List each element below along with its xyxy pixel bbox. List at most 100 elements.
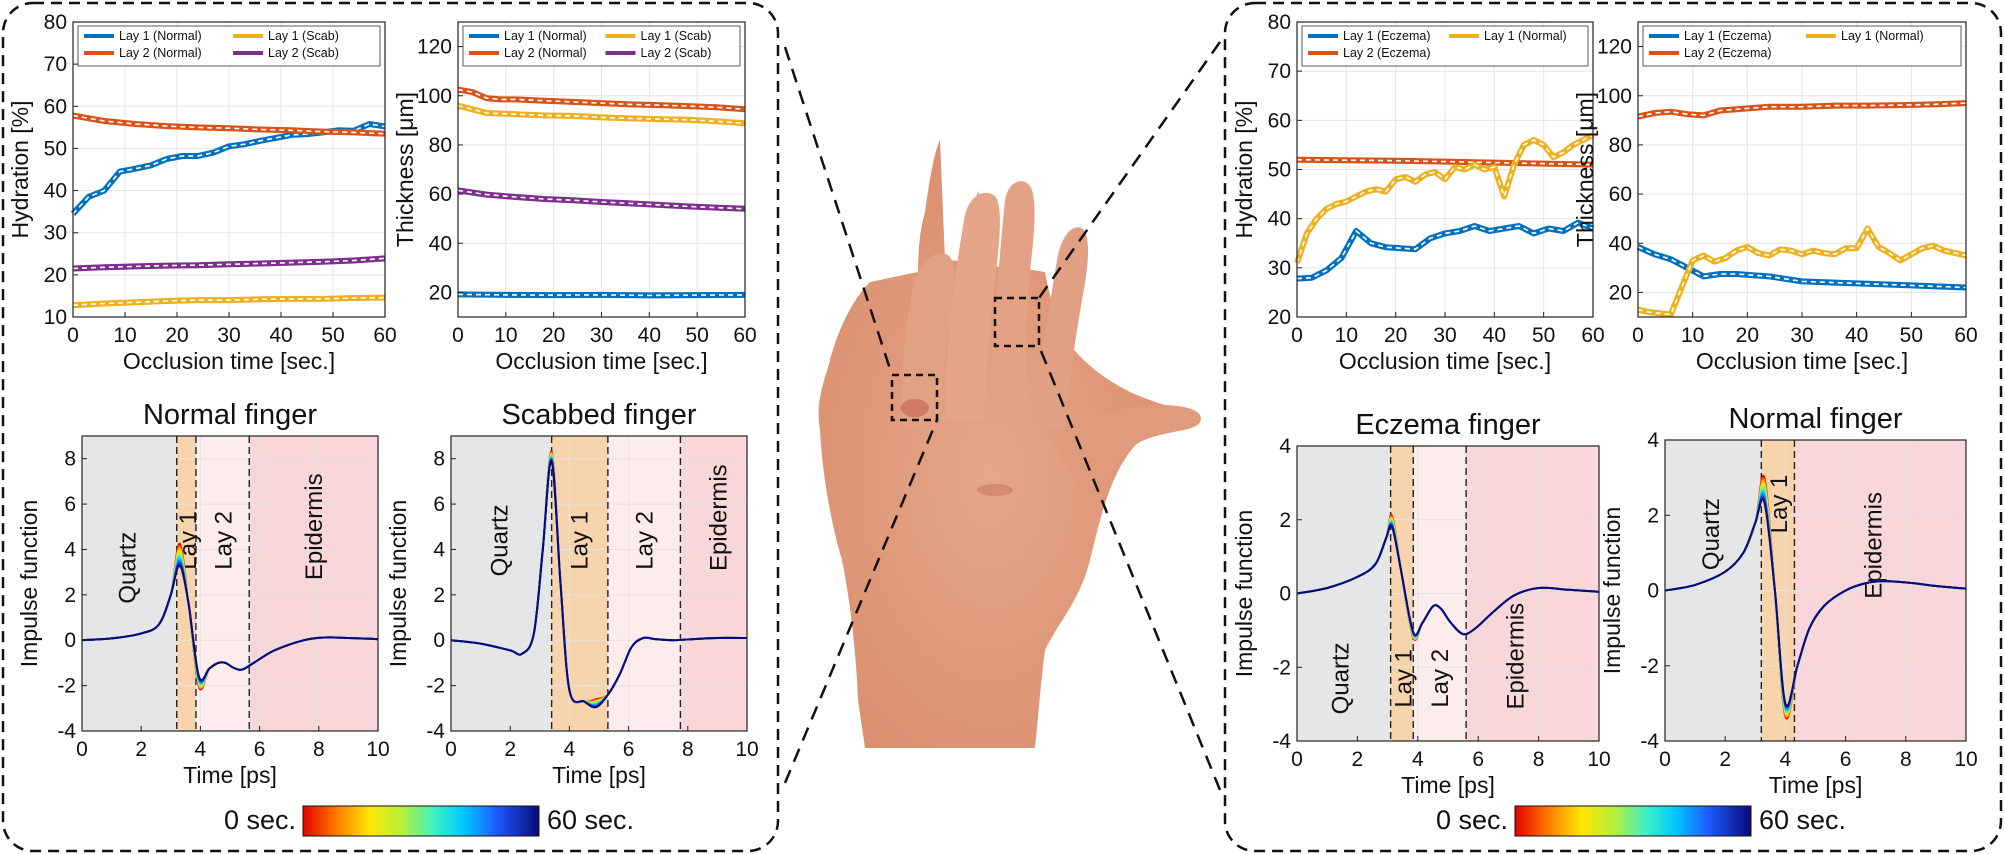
series-line-dash — [1637, 226, 1967, 316]
region-shade — [82, 436, 177, 731]
legend-entry: Lay 1 (Scab) — [641, 29, 712, 43]
y-tick-label: -4 — [57, 720, 76, 743]
x-tick-label: 8 — [1533, 748, 1545, 771]
legend-entry: Lay 1 (Normal) — [504, 29, 587, 43]
series-line-dash — [72, 296, 386, 306]
x-tick-label: 0 — [76, 738, 88, 761]
colorbar-left-max-label: 60 sec. — [547, 805, 634, 835]
x-axis-label: Occlusion time [sec.] — [123, 348, 335, 374]
y-tick-label: 0 — [1279, 583, 1291, 606]
plot-frame — [81, 435, 379, 732]
y-tick-label: 2 — [64, 584, 76, 607]
legend-entry: Lay 2 (Scab) — [268, 46, 339, 60]
x-axis-label: Occlusion time [sec.] — [1696, 348, 1908, 374]
y-tick-label: 6 — [64, 493, 76, 516]
region-label: Epidermis — [705, 464, 732, 571]
y-tick-label: 0 — [64, 629, 76, 652]
legend-entry: Lay 2 (Eczema) — [1684, 46, 1772, 60]
y-tick-label: 0 — [1647, 580, 1659, 603]
colorbar-left-gradient — [302, 805, 540, 837]
y-tick-label: 80 — [44, 11, 67, 34]
y-axis-label: Hydration [%] — [1231, 100, 1257, 238]
right-panel-frame — [1223, 1, 2003, 853]
colorbar-right-gradient — [1514, 805, 1752, 837]
x-tick-label: 10 — [1335, 324, 1358, 347]
series-line-dash — [72, 114, 386, 135]
palm-mark — [977, 484, 1013, 496]
x-tick-label: 20 — [542, 324, 565, 347]
colorbar-right-max-label: 60 sec. — [1759, 805, 1846, 835]
series-line-dash — [457, 189, 746, 210]
impulse-curve — [81, 564, 379, 682]
x-tick-label: 50 — [321, 324, 344, 347]
y-tick-label: 4 — [433, 538, 445, 561]
y-tick-label: 8 — [433, 448, 445, 471]
legend: Lay 1 (Eczema) Lay 1 (Normal) Lay 2 (Eczem… — [1301, 25, 1589, 67]
region-label: Quartz — [1698, 498, 1725, 570]
legend: Lay 1 (Normal) Lay 1 (Scab) Lay 2 (Normal)… — [77, 25, 381, 67]
y-tick-label: 4 — [64, 538, 76, 561]
x-tick-label: 10 — [494, 324, 517, 347]
series-line-dash — [1637, 246, 1967, 289]
x-axis-label: Time [ps] — [1401, 772, 1495, 798]
region-label: Lay 1 — [1391, 649, 1418, 708]
x-tick-label: 6 — [1840, 748, 1852, 771]
series-line-dash — [1296, 134, 1594, 264]
y-axis-label: Impulse function — [1231, 510, 1257, 677]
y-tick-label: 70 — [44, 53, 67, 76]
scab-roi-box — [890, 373, 939, 422]
y-tick-label: 2 — [433, 584, 445, 607]
x-tick-label: 50 — [685, 324, 708, 347]
x-tick-label: 0 — [1291, 748, 1303, 771]
region-label: Lay 2 — [211, 511, 238, 570]
impulse-curve — [450, 459, 748, 709]
x-axis-label: Occlusion time [sec.] — [495, 348, 707, 374]
x-tick-label: 8 — [313, 738, 325, 761]
thumb — [1045, 405, 1201, 510]
x-tick-label: 0 — [452, 324, 464, 347]
y-tick-label: 8 — [64, 448, 76, 471]
connector-line — [1037, 345, 1222, 791]
y-tick-label: -2 — [426, 675, 445, 698]
series-line-dash — [1637, 102, 1967, 118]
y-tick-label: 60 — [1609, 183, 1632, 206]
series-line-dash — [457, 104, 746, 125]
plot-frame — [450, 435, 748, 732]
ring-finger — [990, 181, 1035, 420]
y-axis-label: Impulse function — [1599, 507, 1625, 674]
y-tick-label: 60 — [429, 183, 452, 206]
y-tick-label: 80 — [1268, 11, 1291, 34]
y-tick-label: 120 — [417, 36, 452, 59]
y-tick-label: 0 — [433, 629, 445, 652]
y-tick-label: 100 — [417, 85, 452, 108]
y-axis-label: Impulse function — [16, 500, 42, 667]
x-axis-label: Time [ps] — [1769, 772, 1863, 798]
region-label: Lay 1 — [566, 511, 593, 570]
legend-entry: Lay 2 (Eczema) — [1343, 46, 1431, 60]
y-tick-label: 20 — [44, 264, 67, 287]
x-tick-label: 20 — [165, 324, 188, 347]
y-tick-label: 30 — [1268, 257, 1291, 280]
series-line-dash — [1296, 158, 1594, 166]
thickness-chart-left: Lay 1 (Normal) Lay 1 (Scab) Lay 2 (Normal)… — [392, 21, 757, 374]
little-finger — [1030, 227, 1089, 430]
x-tick-label: 40 — [1845, 324, 1868, 347]
legend-entry: Lay 1 (Normal) — [1841, 29, 1924, 43]
x-tick-label: 2 — [1352, 748, 1364, 771]
legend-box — [1301, 25, 1589, 67]
x-tick-label: 0 — [1291, 324, 1303, 347]
y-tick-label: 60 — [44, 95, 67, 118]
y-tick-label: -2 — [1272, 656, 1291, 679]
x-tick-label: 10 — [1681, 324, 1704, 347]
x-tick-label: 6 — [254, 738, 266, 761]
legend-box — [1642, 25, 1962, 67]
impulse-curve — [1296, 524, 1600, 636]
colorbar-left-min-label: 0 sec. — [224, 805, 296, 835]
y-tick-label: 40 — [429, 232, 452, 255]
y-tick-label: 50 — [1268, 159, 1291, 182]
y-tick-label: 40 — [44, 180, 67, 203]
legend-entry: Lay 1 (Scab) — [268, 29, 339, 43]
y-tick-label: 40 — [1609, 232, 1632, 255]
